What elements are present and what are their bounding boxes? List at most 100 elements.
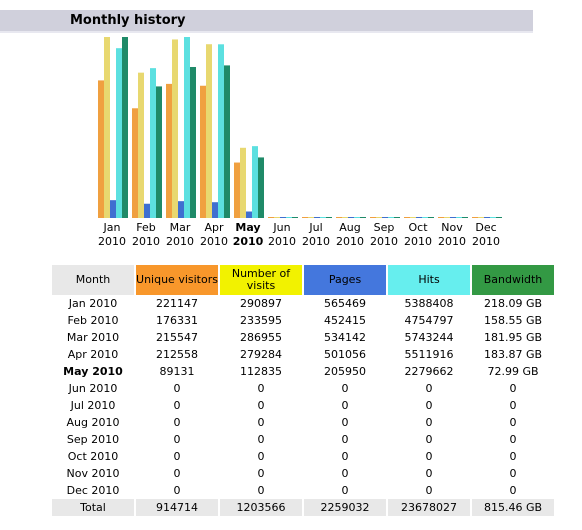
table-row: Nov 2010 0 0 0 0 0 xyxy=(52,465,554,482)
x-tick-label: Jan 2010 xyxy=(98,221,126,248)
bar xyxy=(388,217,394,218)
month-cell: Nov 2010 xyxy=(66,467,120,480)
value-cell: 205950 xyxy=(324,365,366,378)
value-cell: 0 xyxy=(509,467,517,480)
value-cell: 0 xyxy=(257,433,265,446)
chart xyxy=(98,37,502,219)
value-cell: 4754797 xyxy=(404,314,454,327)
bar xyxy=(132,108,138,218)
bar xyxy=(314,217,320,218)
value-cell: 0 xyxy=(257,450,265,463)
month-cell: May 2010 xyxy=(63,365,123,378)
bar xyxy=(376,217,382,218)
bar xyxy=(342,217,348,218)
value-cell: 286955 xyxy=(240,331,282,344)
bar xyxy=(104,37,110,218)
total-cell: 23678027 xyxy=(388,499,470,516)
bar xyxy=(320,217,326,218)
month-cell: Sep 2010 xyxy=(66,433,120,446)
value-cell: 0 xyxy=(341,416,349,429)
month-cell: Mar 2010 xyxy=(66,331,120,344)
value-cell: 221147 xyxy=(156,297,198,310)
value-cell: 452415 xyxy=(324,314,366,327)
x-tick-label: Jul 2010 xyxy=(302,221,330,248)
bar xyxy=(184,37,190,218)
bar xyxy=(370,217,376,218)
x-tick-label: Sep 2010 xyxy=(370,221,398,248)
value-cell: 0 xyxy=(173,382,181,395)
bar xyxy=(224,65,230,218)
x-tick-label: Dec 2010 xyxy=(472,221,500,248)
value-cell: 290897 xyxy=(240,297,282,310)
total-cell: 914714 xyxy=(136,499,218,516)
month-cell: Jun 2010 xyxy=(68,382,118,395)
bar xyxy=(122,37,128,218)
bar xyxy=(110,200,116,218)
x-tick-label: Nov 2010 xyxy=(438,221,466,248)
value-cell: 0 xyxy=(257,416,265,429)
value-cell: 0 xyxy=(173,450,181,463)
month-cell: Jan 2010 xyxy=(68,297,118,310)
value-cell: 0 xyxy=(425,450,433,463)
value-cell: 218.09 GB xyxy=(483,297,543,310)
history-table: Month Unique visitors Number of visits Page… xyxy=(50,265,556,516)
value-cell: 0 xyxy=(425,416,433,429)
bar xyxy=(336,217,342,218)
month-cell: Dec 2010 xyxy=(66,484,120,497)
value-cell: 0 xyxy=(341,450,349,463)
x-tick-label: Oct 2010 xyxy=(404,221,432,248)
value-cell: 565469 xyxy=(324,297,366,310)
table-row: Mar 2010 215547 286955 534142 5743244 181.95 … xyxy=(52,329,554,346)
x-tick-label: Feb 2010 xyxy=(132,221,160,248)
value-cell: 0 xyxy=(173,467,181,480)
value-cell: 112835 xyxy=(240,365,282,378)
value-cell: 0 xyxy=(257,484,265,497)
bar xyxy=(484,217,490,218)
value-cell: 181.95 GB xyxy=(483,331,543,344)
value-cell: 0 xyxy=(425,433,433,446)
bar xyxy=(302,217,308,218)
bar xyxy=(428,217,434,218)
x-tick-label: Aug 2010 xyxy=(336,221,364,248)
value-cell: 0 xyxy=(173,433,181,446)
bar xyxy=(360,217,366,218)
value-cell: 183.87 GB xyxy=(483,348,543,361)
value-cell: 0 xyxy=(341,484,349,497)
bar xyxy=(382,217,388,218)
bar xyxy=(200,85,206,218)
total-row: Total 914714 1203566 2259032 23678027 815.46 … xyxy=(52,499,554,516)
value-cell: 0 xyxy=(509,484,517,497)
bar xyxy=(394,217,400,218)
bar xyxy=(178,201,184,218)
bar xyxy=(450,217,456,218)
bar xyxy=(444,217,450,218)
value-cell: 0 xyxy=(425,399,433,412)
value-cell: 0 xyxy=(257,382,265,395)
value-cell: 0 xyxy=(341,382,349,395)
value-cell: 0 xyxy=(257,467,265,480)
value-cell: 5511916 xyxy=(404,348,454,361)
value-cell: 0 xyxy=(509,399,517,412)
bar xyxy=(240,147,246,218)
bar xyxy=(258,157,264,218)
bar xyxy=(348,217,354,218)
month-cell: Feb 2010 xyxy=(67,314,119,327)
value-cell: 5743244 xyxy=(404,331,454,344)
x-tick-label: Jun 2010 xyxy=(268,221,296,248)
x-tick-label: May 2010 xyxy=(232,221,264,248)
bar xyxy=(478,217,484,218)
value-cell: 0 xyxy=(173,484,181,497)
total-cell: 815.46 GB xyxy=(472,499,554,516)
bar xyxy=(274,217,280,218)
month-cell: Aug 2010 xyxy=(66,416,120,429)
value-cell: 158.55 GB xyxy=(483,314,543,327)
value-cell: 501056 xyxy=(324,348,366,361)
bar xyxy=(144,203,150,218)
bar xyxy=(416,217,422,218)
value-cell: 215547 xyxy=(156,331,198,344)
bar xyxy=(190,66,196,218)
bar xyxy=(438,217,444,218)
bar xyxy=(354,217,360,218)
value-cell: 0 xyxy=(425,382,433,395)
value-cell: 0 xyxy=(257,399,265,412)
